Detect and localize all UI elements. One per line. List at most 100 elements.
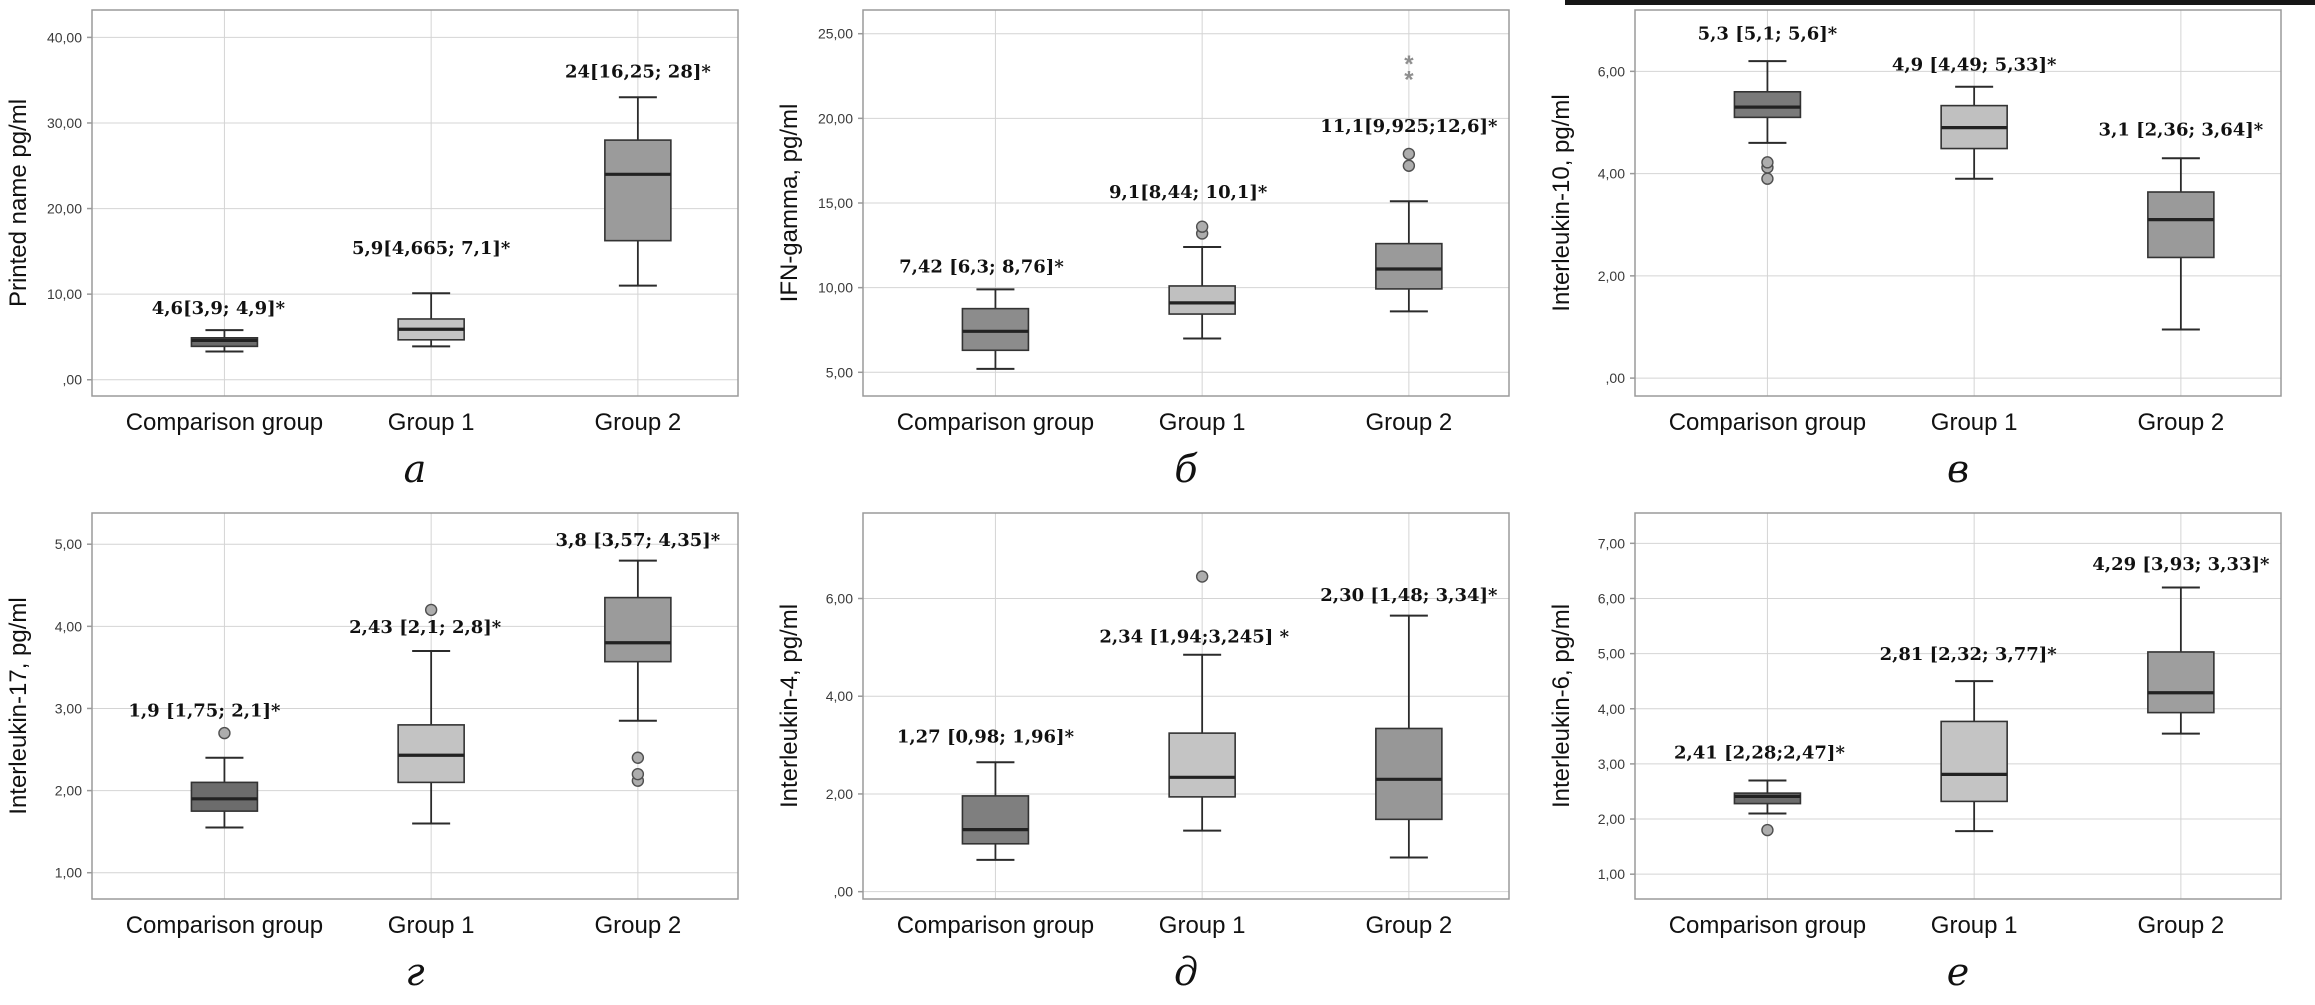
y-tick-label: 7,00	[1598, 535, 1625, 551]
y-axis-label: Interleukin-17, pg/ml	[5, 597, 32, 814]
outlier-circle	[1195, 220, 1209, 233]
annotation-label: 5,3 [5,1; 5,6]*	[1698, 24, 1838, 45]
x-tick-label: Group 1	[1159, 409, 1246, 436]
iqr-box	[1168, 732, 1236, 798]
outlier-circle	[1402, 147, 1416, 161]
box-group-1: 9,1[8,44; 10,1]*	[1109, 182, 1268, 340]
box-comparison-group: 1,27 [0,98; 1,96]*	[897, 727, 1075, 861]
x-tick-label: Group 2	[595, 409, 682, 436]
outlier-circle	[424, 603, 438, 617]
iqr-box	[961, 307, 1030, 352]
boxplot-panel-d: 6,00 4,00 2,00 ,00 1,27 [0,98; 1,96]* Compari…	[776, 512, 1510, 994]
x-tick-label: Comparison group	[897, 409, 1094, 436]
outlier-circle	[1761, 172, 1774, 185]
box-group-1: 2,43 [2,1; 2,8]*	[349, 603, 502, 825]
y-tick-label: ,00	[1606, 370, 1626, 386]
annotation-label: 1,27 [0,98; 1,96]*	[897, 727, 1075, 748]
x-tick-label: Group 1	[1931, 912, 2018, 939]
iqr-box	[397, 724, 465, 784]
annotation-label: 2,81 [2,32; 3,77]*	[1880, 644, 2058, 665]
box-comparison-group: 2,41 [2,28;2,47]*	[1674, 742, 1845, 837]
box-group-1: 2,34 [1,94;3,245] *	[1099, 570, 1290, 832]
y-axis-label: Interleukin-10, pg/ml	[1548, 94, 1575, 311]
box-group-1: 2,81 [2,32; 3,77]*	[1880, 644, 2058, 833]
boxplot-panel-a: 40,00 30,00 20,00 10,00 ,00 4,6[3,9; 4,9]* Com…	[5, 9, 739, 491]
y-tick-label: 10,00	[818, 280, 853, 296]
y-tick-label: 4,00	[1598, 166, 1625, 182]
plot-frame	[1634, 9, 2282, 397]
iqr-box	[1375, 727, 1443, 821]
box-group-2: 2,30 [1,48; 3,34]*	[1320, 585, 1498, 859]
outlier-circle	[218, 726, 231, 740]
y-tick-label: 6,00	[826, 591, 853, 607]
annotation-label: 3,8 [3,57; 4,35]*	[556, 530, 721, 551]
y-tick-label: 20,00	[47, 201, 82, 217]
x-tick-label: Group 2	[2138, 912, 2225, 939]
panel-caption: б	[1174, 447, 1198, 491]
x-tick-label: Group 1	[1931, 409, 2018, 436]
iqr-box	[604, 139, 672, 242]
x-tick-label: Group 2	[1366, 912, 1453, 939]
iqr-box	[190, 337, 259, 348]
x-tick-label: Group 1	[1159, 912, 1246, 939]
iqr-box	[1733, 792, 1802, 805]
box-comparison-group: 4,6[3,9; 4,9]*	[152, 298, 286, 353]
box-group-2: 3,8 [3,57; 4,35]*	[556, 530, 721, 787]
y-tick-label: 6,00	[1598, 63, 1625, 79]
iqr-box	[961, 795, 1030, 845]
y-tick-label: 25,00	[818, 26, 853, 42]
y-tick-label: 40,00	[47, 29, 82, 45]
box-group-2: 24[16,25; 28]*	[565, 62, 711, 287]
boxplot-panel-b: 25,00 20,00 15,00 10,00 5,00 7,42 [6,3; 8,76]…	[776, 9, 1510, 491]
annotation-label: 4,6[3,9; 4,9]*	[152, 298, 286, 319]
panel-caption: е	[1947, 950, 1970, 994]
plot-frame	[91, 512, 739, 900]
y-tick-label: 2,00	[826, 786, 853, 802]
y-tick-label: 1,00	[1598, 866, 1625, 882]
x-tick-label: Comparison group	[126, 912, 323, 939]
x-tick-label: Group 2	[1366, 409, 1453, 436]
outlier-circle	[1195, 570, 1209, 583]
panel-caption: г	[405, 950, 424, 994]
box-comparison-group: 1,9 [1,75; 2,1]*	[128, 701, 281, 829]
y-tick-label: 15,00	[818, 195, 853, 211]
y-tick-label: 2,00	[1598, 268, 1625, 284]
annotation-label: 5,9[4,665; 7,1]*	[352, 238, 511, 259]
box-group-2: ** 11,1[9,925;12,6]*	[1320, 51, 1498, 313]
y-tick-label: ,00	[834, 884, 854, 900]
iqr-box	[1733, 91, 1802, 119]
iqr-box	[1940, 720, 2008, 803]
annotation-label: 9,1[8,44; 10,1]*	[1109, 182, 1268, 203]
y-tick-label: 5,00	[826, 364, 853, 380]
y-tick-label: 10,00	[47, 286, 82, 302]
plot-area	[863, 513, 1509, 899]
y-axis-label: Interleukin-6, pg/ml	[1548, 604, 1575, 808]
annotation-label: 2,34 [1,94;3,245] *	[1099, 626, 1289, 647]
outlier-circle	[1761, 823, 1774, 837]
y-tick-label: 6,00	[1598, 590, 1625, 606]
iqr-box	[190, 781, 259, 812]
panel-caption: в	[1947, 447, 1969, 491]
x-tick-label: Group 1	[388, 409, 475, 436]
annotation-label: 2,30 [1,48; 3,34]*	[1320, 585, 1498, 606]
iqr-box	[2147, 191, 2215, 259]
annotation-label: 1,9 [1,75; 2,1]*	[128, 701, 281, 722]
annotation-label: 4,29 [3,93; 3,33]*	[2092, 554, 2270, 575]
box-group-1: 5,9[4,665; 7,1]*	[352, 238, 511, 348]
iqr-box	[604, 596, 672, 663]
plot-frame	[1634, 512, 2282, 900]
x-tick-label: Comparison group	[1669, 409, 1866, 436]
box-comparison-group: 5,3 [5,1; 5,6]*	[1698, 24, 1838, 185]
x-tick-label: Comparison group	[1669, 912, 1866, 939]
iqr-box	[2147, 651, 2215, 714]
y-tick-label: 4,00	[826, 688, 853, 704]
annotation-label: 24[16,25; 28]*	[565, 62, 711, 83]
panel-caption: д	[1174, 950, 1198, 994]
y-tick-label: 3,00	[1598, 756, 1625, 772]
box-comparison-group: 7,42 [6,3; 8,76]*	[899, 256, 1064, 370]
y-tick-label: 3,00	[55, 700, 82, 716]
x-tick-label: Comparison group	[126, 409, 323, 436]
boxplot-panel-e: 7,00 6,00 5,00 4,00 3,00 2,00 1,00 2,41 [2,28;2…	[1548, 512, 2282, 994]
iqr-box	[1168, 285, 1236, 315]
